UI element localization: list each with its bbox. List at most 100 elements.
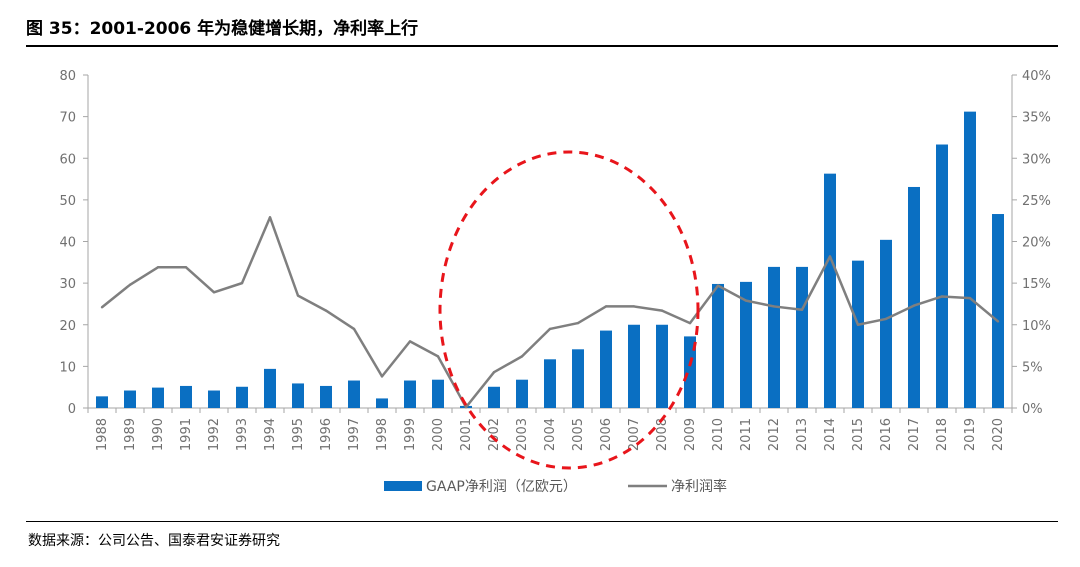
legend-line-label: 净利润率 (671, 478, 727, 495)
bar (516, 379, 528, 408)
y-right-tick-label: 0% (1022, 402, 1043, 417)
line-point (436, 355, 440, 358)
x-tick-label: 2020 (991, 418, 1006, 451)
x-tick-label: 2005 (571, 418, 586, 451)
line-point (632, 305, 636, 308)
x-tick-label: 2017 (907, 418, 922, 451)
x-tick-label: 2002 (487, 418, 502, 451)
x-tick-label: 2003 (515, 418, 530, 451)
line-point (100, 306, 104, 309)
line-point (128, 283, 132, 286)
y-left-tick-label: 30 (59, 277, 76, 292)
x-tick-label: 2013 (795, 418, 810, 451)
bar (992, 214, 1004, 408)
line-point (184, 266, 188, 269)
x-tick-label: 1999 (403, 418, 418, 451)
line-point (800, 308, 804, 311)
bar (740, 281, 752, 408)
x-tick-label: 2007 (627, 418, 642, 451)
x-tick-label: 1996 (319, 418, 334, 451)
y-right-tick-label: 20% (1022, 236, 1051, 251)
x-tick-label: 2009 (683, 418, 698, 451)
x-tick-label: 2012 (767, 418, 782, 451)
bar (292, 383, 304, 408)
x-tick-label: 1991 (179, 418, 194, 451)
x-tick-label: 1990 (151, 418, 166, 451)
x-tick-label: 2001 (459, 418, 474, 451)
y-right-tick-label: 30% (1022, 152, 1051, 167)
line-point (576, 321, 580, 325)
legend-bar-swatch (384, 481, 422, 491)
line-point (688, 321, 692, 325)
line-point (884, 317, 888, 321)
bar (236, 386, 248, 408)
y-right-tick-label: 5% (1022, 360, 1043, 375)
bar (712, 283, 724, 408)
line-point (240, 281, 244, 285)
bar (600, 330, 612, 408)
bar (964, 111, 976, 408)
bar (936, 144, 948, 409)
footer-divider (26, 521, 1058, 522)
line-point (156, 266, 160, 269)
line-point (408, 340, 412, 343)
x-tick-label: 1989 (123, 418, 138, 451)
bar (628, 324, 640, 408)
line-point (548, 327, 552, 331)
y-left-tick-label: 70 (59, 111, 76, 126)
y-left-tick-label: 80 (59, 69, 76, 84)
bar (376, 398, 388, 408)
bar (824, 173, 836, 408)
bar (656, 324, 668, 408)
bar (124, 390, 136, 408)
bar (320, 385, 332, 408)
legend-bar-label: GAAP净利润（亿欧元） (426, 479, 577, 495)
line-point (604, 305, 608, 308)
line-point (744, 299, 748, 302)
line-point (968, 296, 972, 300)
line-point (268, 216, 272, 219)
line-point (520, 355, 524, 358)
bar (544, 359, 556, 408)
line-point (380, 375, 384, 378)
x-tick-label: 2010 (711, 418, 726, 451)
y-right-tick-label: 25% (1022, 194, 1051, 209)
x-tick-label: 2011 (739, 418, 754, 451)
line-point (856, 323, 860, 326)
bar (96, 396, 108, 408)
line-point (352, 327, 356, 331)
bar (908, 186, 920, 408)
y-right-tick-label: 10% (1022, 319, 1051, 334)
line-point (492, 371, 496, 374)
bar (404, 380, 416, 408)
line-group (100, 216, 1000, 409)
bar (572, 349, 584, 408)
source-note: 数据来源：公司公告、国泰君安证券研究 (28, 533, 280, 549)
x-tick-label: 1998 (375, 418, 390, 451)
x-tick-label: 1997 (347, 418, 362, 451)
bars-group (96, 111, 1004, 409)
bar (208, 390, 220, 408)
bar (432, 379, 444, 408)
bar (852, 260, 864, 408)
line-point (212, 291, 216, 294)
x-tick-label: 1993 (235, 418, 250, 451)
bar (264, 368, 276, 408)
annotation-group (438, 150, 700, 470)
y-left-tick-label: 50 (59, 194, 76, 209)
title-divider (26, 45, 1058, 47)
y-right-tick-label: 35% (1022, 111, 1051, 126)
x-tick-label: 2016 (879, 418, 894, 451)
annotation-ellipse (438, 150, 700, 470)
bar (488, 386, 500, 408)
x-tick-label: 2006 (599, 418, 614, 451)
x-tick-label: 2014 (823, 418, 838, 451)
line-point (996, 320, 1000, 323)
x-tick-label: 2019 (963, 418, 978, 451)
bar (880, 239, 892, 408)
x-tick-label: 1995 (291, 418, 306, 451)
x-tick-label: 2018 (935, 418, 950, 451)
line-point (772, 305, 776, 308)
y-right-tick-label: 40% (1022, 69, 1051, 84)
